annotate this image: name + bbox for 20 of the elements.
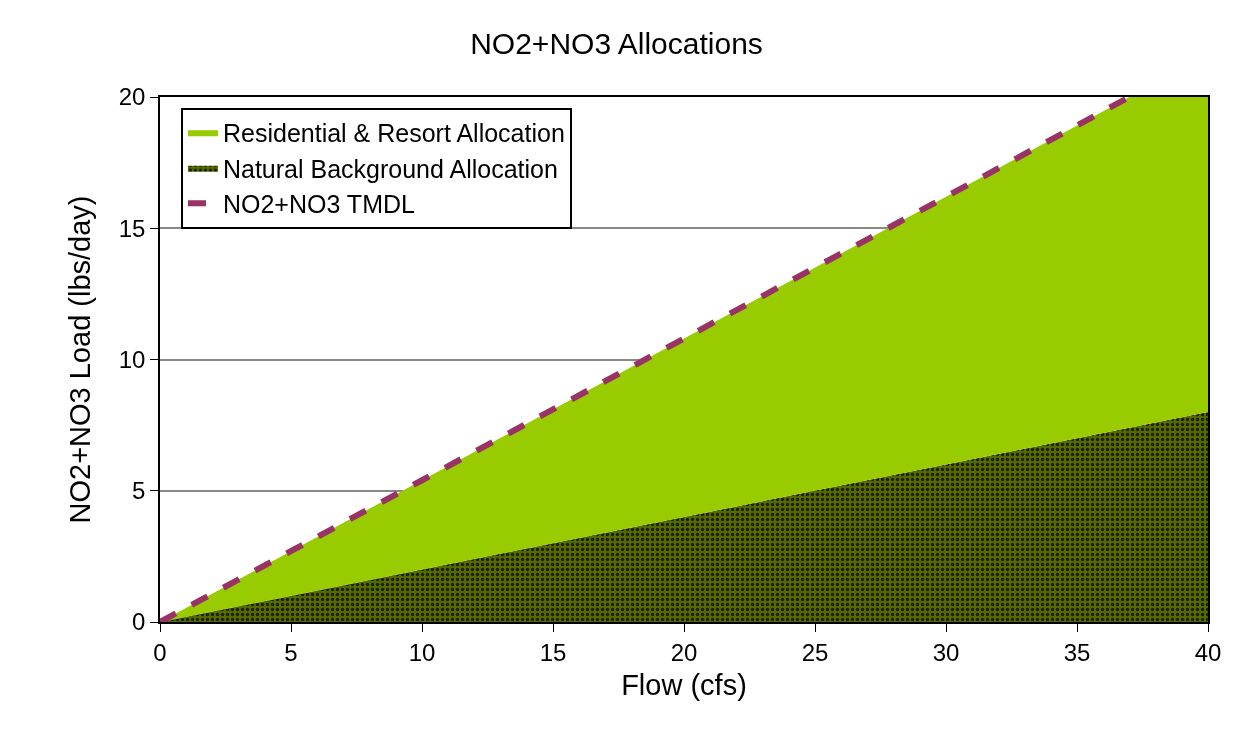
x-tick-label: 25 xyxy=(801,638,829,666)
x-tick-label: 35 xyxy=(1063,638,1091,666)
x-tick-label: 20 xyxy=(670,638,698,666)
x-tick-label: 40 xyxy=(1194,638,1222,666)
legend-label: Natural Background Allocation xyxy=(222,154,558,183)
x-tick-label: 30 xyxy=(932,638,960,666)
x-tick-label: 10 xyxy=(408,638,436,666)
y-tick-label: 10 xyxy=(118,345,146,373)
y-tick-label: 5 xyxy=(132,477,146,505)
chart-title: NO2+NO3 Allocations xyxy=(470,27,763,61)
y-axis-title: NO2+NO3 Load (lbs/day) xyxy=(63,195,96,524)
x-tick-label: 0 xyxy=(153,638,167,666)
y-tick-label: 20 xyxy=(118,83,146,111)
y-tick-label: 0 xyxy=(132,608,146,636)
y-tick-label: 15 xyxy=(118,214,146,242)
legend-label: NO2+NO3 TMDL xyxy=(222,190,416,218)
legend-label: Residential & Resort Allocation xyxy=(222,119,565,147)
x-tick-label: 5 xyxy=(284,638,298,666)
x-tick-label: 15 xyxy=(539,638,567,666)
x-axis-title: Flow (cfs) xyxy=(621,668,747,701)
